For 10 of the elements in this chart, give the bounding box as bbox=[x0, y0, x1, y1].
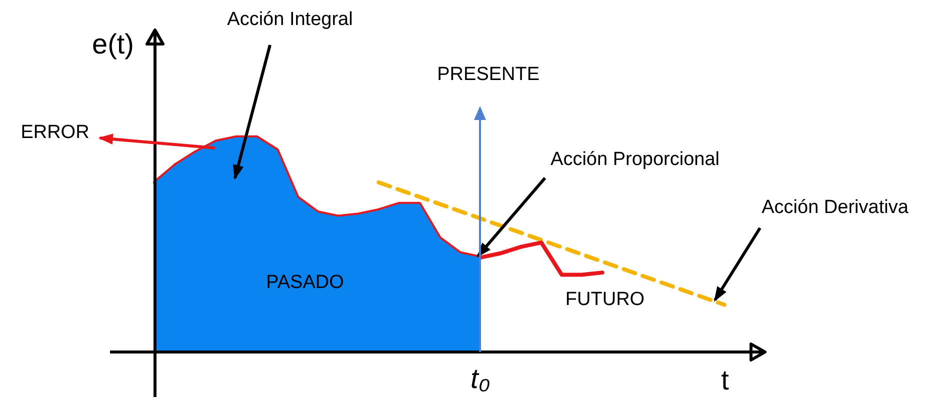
text: Acción Integral bbox=[227, 9, 353, 30]
text: t₀ bbox=[470, 362, 490, 394]
text: PRESENTE bbox=[437, 64, 540, 86]
annotation: Acción Derivativa bbox=[762, 197, 909, 218]
y-axis-title: e(t) bbox=[92, 28, 134, 60]
text: ERROR bbox=[20, 122, 90, 144]
annotation: FUTURO bbox=[565, 289, 645, 310]
annotation: Acción Proporcional bbox=[550, 149, 720, 170]
annotation: PASADO bbox=[266, 272, 344, 294]
x-axis-title: t bbox=[721, 364, 730, 396]
